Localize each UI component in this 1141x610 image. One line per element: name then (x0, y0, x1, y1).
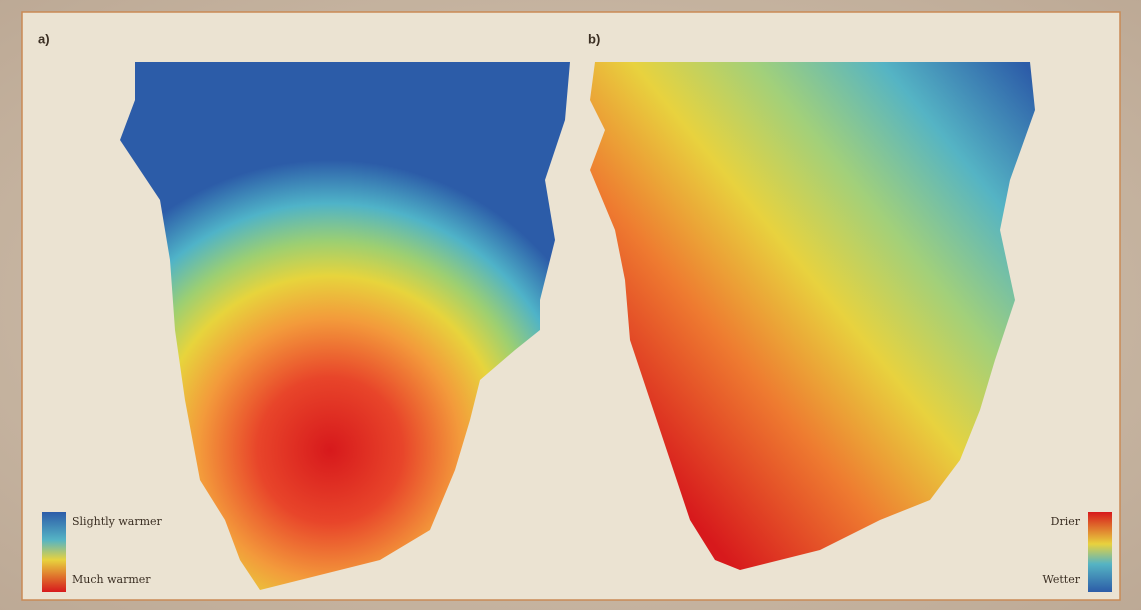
legend-bar (1088, 512, 1112, 592)
legend-label: Much warmer (72, 573, 151, 586)
figure: a) b) Slightly warmer Much warmer Drier … (0, 0, 1141, 610)
panel-label: a) (38, 31, 50, 46)
legend-label: Slightly warmer (72, 515, 163, 528)
legend-label: Wetter (1042, 573, 1080, 586)
panel-label: b) (588, 31, 600, 46)
legend-label: Drier (1051, 515, 1081, 528)
legend-bar (42, 512, 66, 592)
page: a) b) Slightly warmer Much warmer Drier … (0, 0, 1141, 610)
